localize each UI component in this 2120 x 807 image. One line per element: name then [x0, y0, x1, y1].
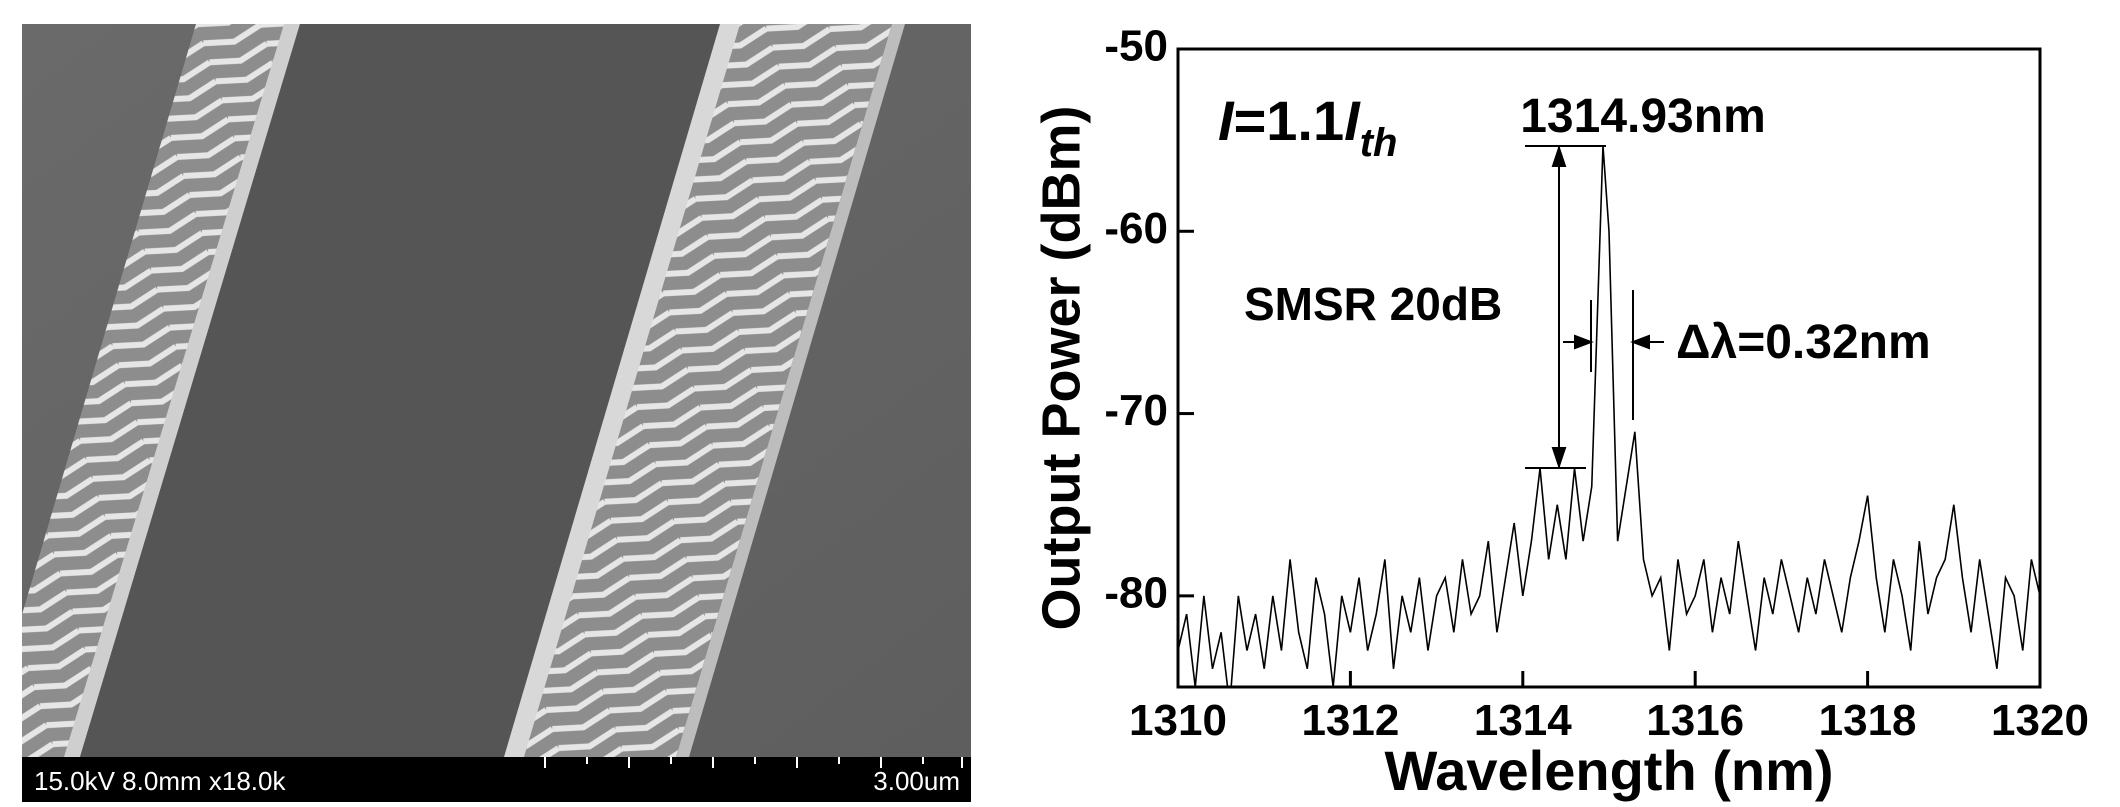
- x-tick-label: 1320: [1991, 696, 2089, 745]
- x-tick-label: 1318: [1819, 696, 1917, 745]
- x-tick-label: 1312: [1301, 696, 1399, 745]
- sem-scale-label: 3.00um: [873, 766, 960, 796]
- x-tick-label: 1314: [1474, 696, 1572, 745]
- plot-area: [1178, 146, 2040, 706]
- sem-caption: 15.0kV 8.0mm x18.0k: [34, 766, 286, 796]
- x-tick-label: 1316: [1646, 696, 1744, 745]
- sem-image: [0, 24, 971, 757]
- smsr-label: SMSR 20dB: [1244, 278, 1502, 330]
- current-symbol-2: I: [1344, 89, 1361, 152]
- spectrum-line: [1178, 146, 2040, 706]
- figure: 15.0kV 8.0mm x18.0k 3.00um Output Power …: [0, 0, 2120, 802]
- x-tick-label: 1310: [1129, 696, 1227, 745]
- y-axis-title: Output Power (dBm): [1031, 106, 1091, 631]
- current-value: =1.1: [1234, 89, 1345, 152]
- current-symbol: I: [1218, 89, 1235, 152]
- y-tick-label: -50: [1104, 22, 1168, 71]
- y-tick-label: -80: [1104, 568, 1168, 617]
- y-tick-label: -70: [1104, 386, 1168, 435]
- linewidth-label: Δλ=0.32nm: [1676, 316, 1931, 369]
- y-tick-label: -60: [1104, 204, 1168, 253]
- current-label: I=1.1Ith: [1218, 89, 1397, 165]
- peak-label: 1314.93nm: [1520, 90, 1766, 143]
- current-subscript: th: [1360, 121, 1398, 165]
- x-axis-title: Wavelength (nm): [1384, 739, 1833, 802]
